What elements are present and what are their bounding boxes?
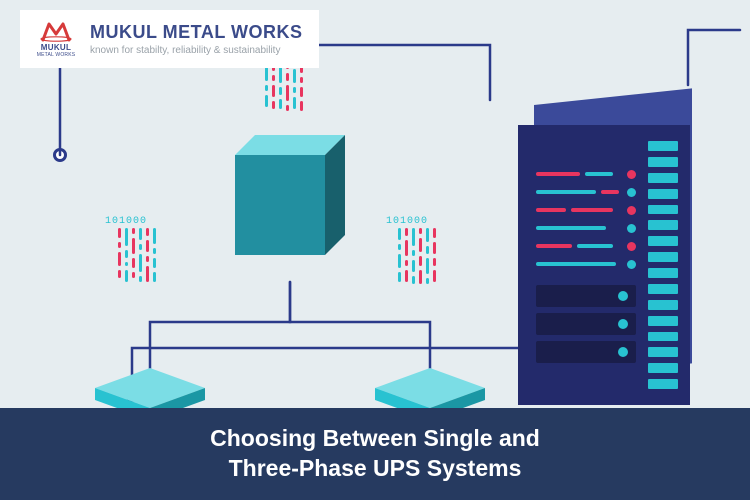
server-indicator-row [536,255,636,273]
server-drive [536,313,636,335]
logo-brand-small: MUKUL [41,43,71,52]
server-indicator-row [536,201,636,219]
server-grill [648,135,678,395]
logo-tagline: known for stabilty, reliability & sustai… [90,45,303,56]
server-indicator-row [536,237,636,255]
logo-brand-smaller: METAL WORKS [37,52,76,58]
server-indicator-row [536,183,636,201]
server-drive [536,285,636,307]
logo-text: MUKUL METAL WORKS known for stabilty, re… [90,22,303,56]
logo-m-icon [39,20,73,42]
title-text: Choosing Between Single and Three-Phase … [210,424,540,484]
title-line-1: Choosing Between Single and [210,424,540,454]
server-rack [518,105,708,410]
logo-mark: MUKUL METAL WORKS [32,20,80,58]
binary-label: 101000 [105,216,147,227]
logo-name: MUKUL METAL WORKS [90,22,303,43]
brand-logo: MUKUL METAL WORKS MUKUL METAL WORKS know… [20,10,319,68]
data-stream [398,228,436,284]
title-bar: Choosing Between Single and Three-Phase … [0,408,750,500]
title-line-2: Three-Phase UPS Systems [210,454,540,484]
server-indicator-row [536,165,636,183]
server-indicator-row [536,219,636,237]
server-drive [536,341,636,363]
binary-label: 101000 [386,216,428,227]
data-stream [118,228,156,282]
processor-cube [215,125,365,275]
